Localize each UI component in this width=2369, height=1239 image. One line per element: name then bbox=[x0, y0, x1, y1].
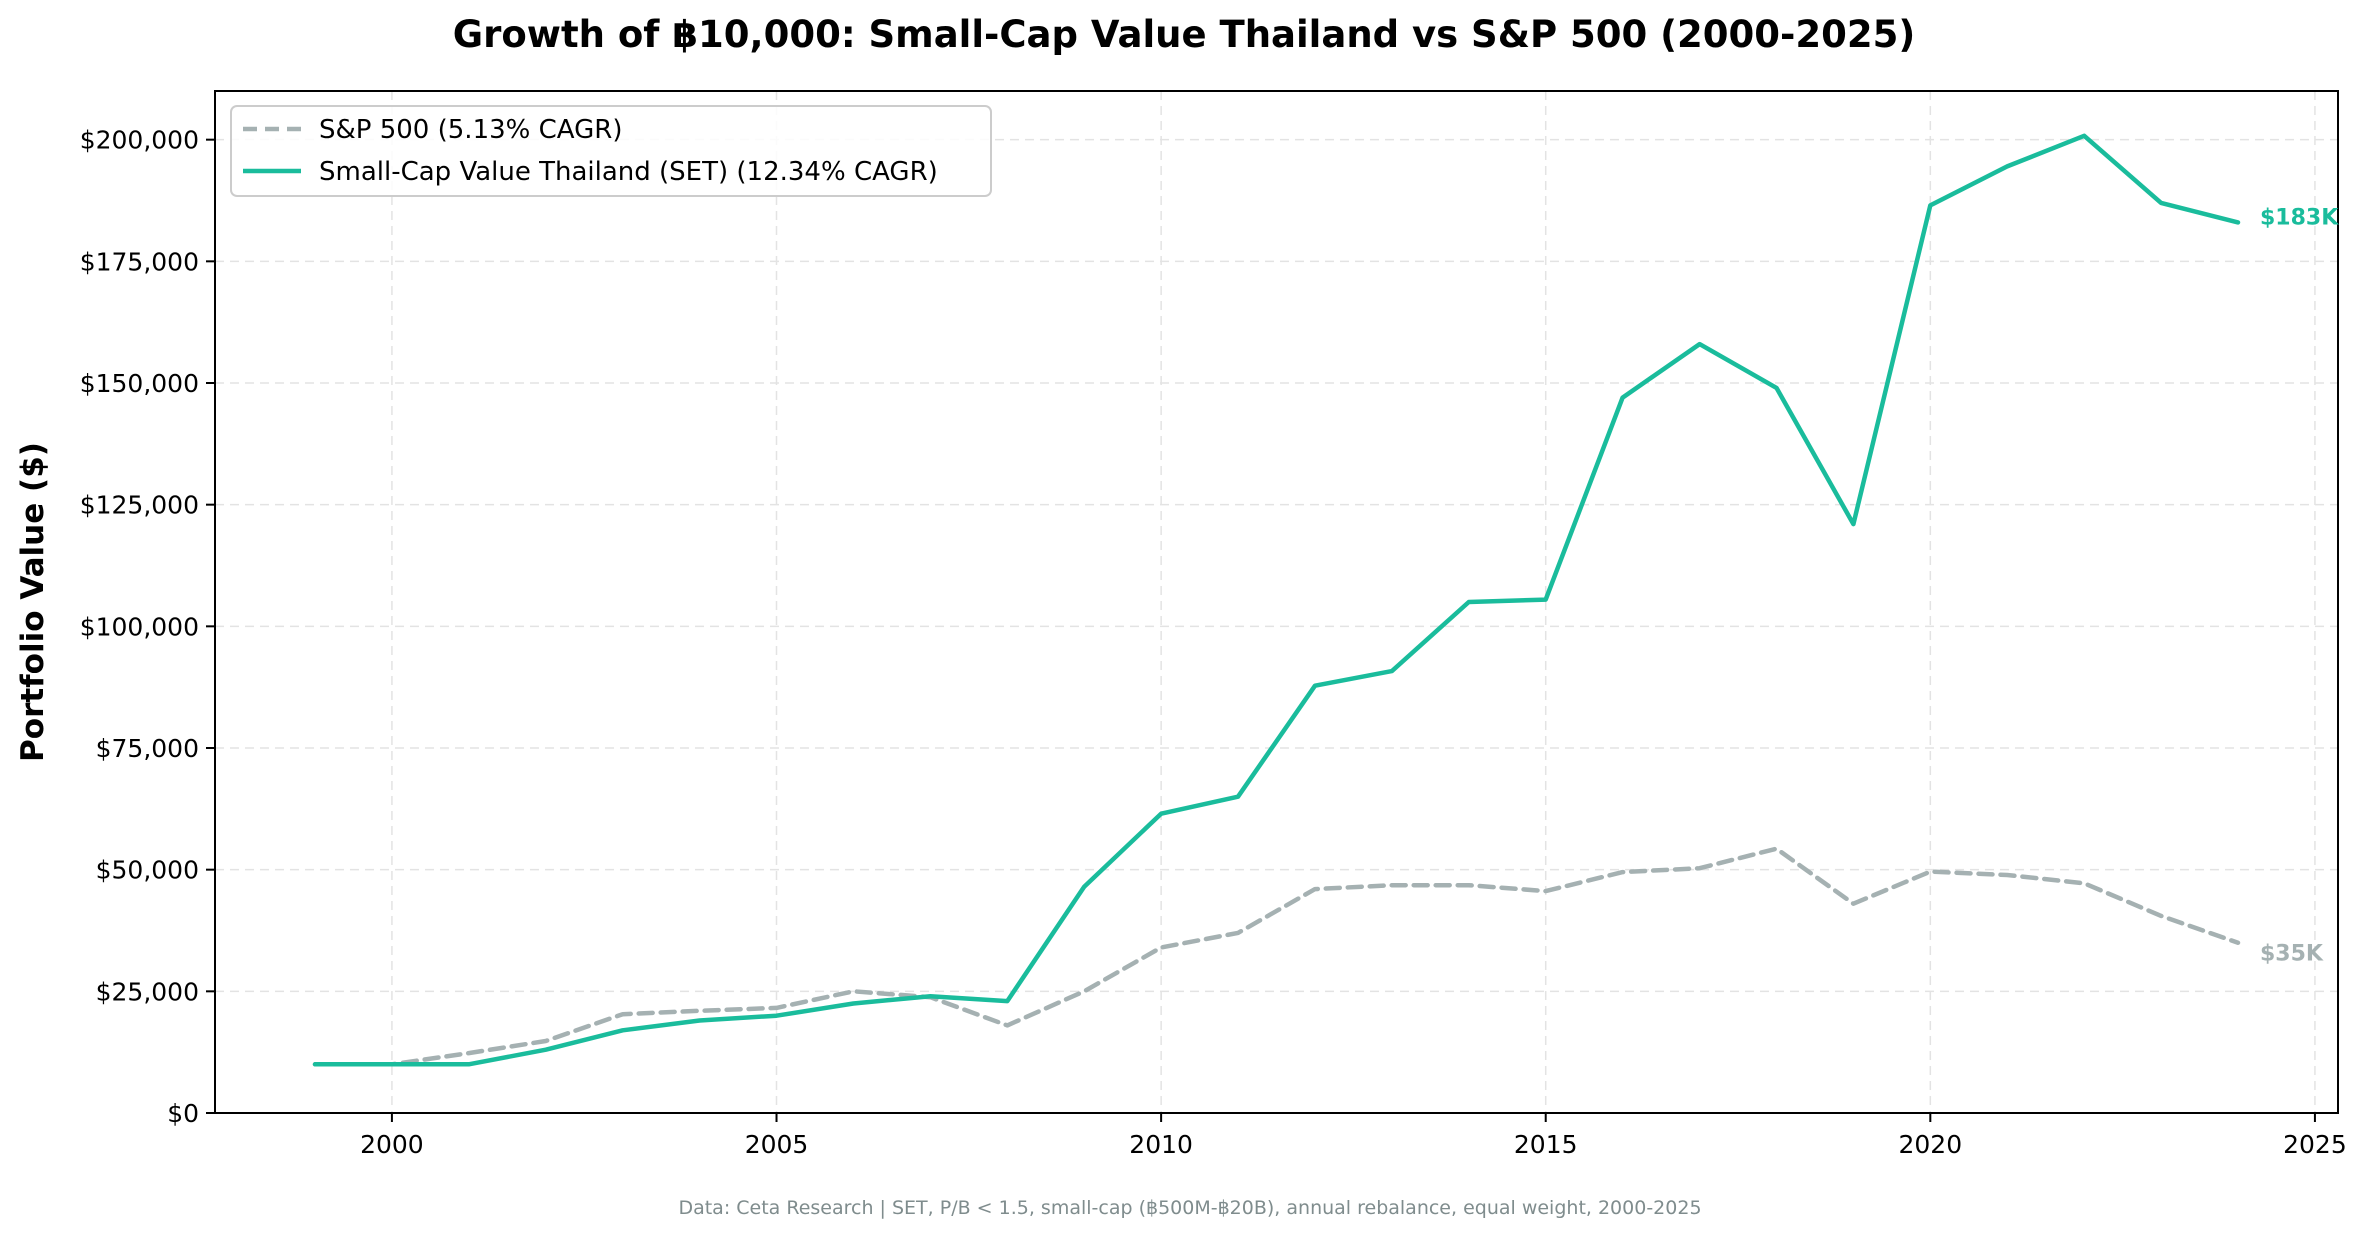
y-tick-label: $0 bbox=[167, 1099, 199, 1128]
series-line-thailand-small-cap-value bbox=[312, 133, 2241, 1067]
end-labels: $35K $183K bbox=[2260, 205, 2339, 966]
x-axis-ticks: 2000 2005 2010 2015 2020 2025 bbox=[360, 1113, 2347, 1159]
end-value-label: $35K bbox=[2260, 942, 2324, 967]
x-tick-label: 2000 bbox=[360, 1130, 424, 1159]
plot-frame bbox=[214, 90, 2339, 1114]
y-axis-ticks: $0 $25,000 $50,000 $75,000 $100,000 $125,000 $… bbox=[80, 126, 215, 1128]
x-tick-label: 2020 bbox=[1899, 1130, 1963, 1159]
chart-title: Growth of ฿10,000: Small-Cap Value Thail… bbox=[453, 13, 1915, 56]
legend-entry: S&P 500 (5.13% CAGR) bbox=[319, 115, 622, 145]
legend-entry: Small-Cap Value Thailand (SET) (12.34% C… bbox=[319, 157, 938, 187]
y-tick-label: $100,000 bbox=[80, 612, 199, 641]
y-tick-label: $150,000 bbox=[80, 369, 199, 398]
end-value-label: $183K bbox=[2260, 205, 2339, 230]
y-tick-label: $175,000 bbox=[80, 247, 199, 276]
x-tick-label: 2005 bbox=[745, 1130, 809, 1159]
y-tick-label: $50,000 bbox=[96, 856, 199, 885]
series-group bbox=[312, 133, 2241, 1067]
x-tick-label: 2015 bbox=[1514, 1130, 1578, 1159]
y-tick-label: $125,000 bbox=[80, 491, 199, 520]
x-tick-label: 2025 bbox=[2283, 1130, 2347, 1159]
series-line-sp500 bbox=[312, 846, 2241, 1067]
y-tick-label: $200,000 bbox=[80, 126, 199, 155]
x-tick-label: 2010 bbox=[1129, 1130, 1193, 1159]
legend-box bbox=[230, 105, 992, 197]
data-source-note: Data: Ceta Research | SET, P/B < 1.5, sm… bbox=[678, 1197, 1701, 1219]
grid bbox=[215, 91, 2338, 1114]
y-axis-label: Portfolio Value ($) bbox=[15, 442, 51, 762]
legend: S&P 500 (5.13% CAGR) Small-Cap Value Thai… bbox=[230, 105, 992, 197]
y-tick-label: $25,000 bbox=[96, 977, 199, 1006]
y-tick-label: $75,000 bbox=[96, 734, 199, 763]
